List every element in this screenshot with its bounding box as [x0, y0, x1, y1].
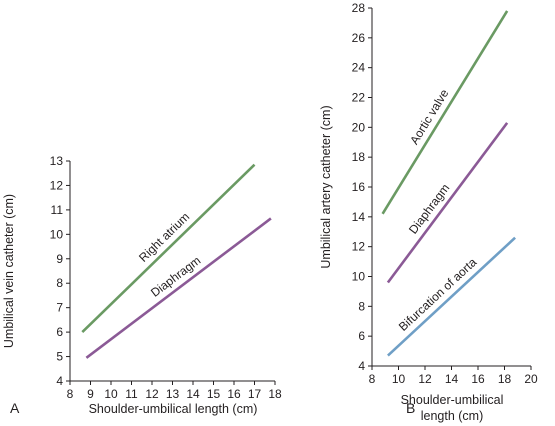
x-tick-label: 10 [392, 372, 406, 386]
series-annotation: Right atrium [136, 210, 192, 265]
y-tick-label: 5 [56, 350, 63, 364]
x-tick-label: 10 [104, 387, 118, 401]
chart-panel-a: 8 9 10 11 12 13 14 15 16 17 1845678910111213Right … [2, 154, 282, 416]
x-tick-label: 8 [67, 387, 74, 401]
series-line-bifurcation-of-aorta [387, 236, 516, 357]
series-annotation: Bifurcation of aorta [396, 255, 480, 334]
y-tick-label: 24 [352, 61, 366, 75]
y-axis-title: Umbilical artery catheter (cm) [319, 105, 333, 268]
y-tick-label: 11 [51, 203, 64, 217]
chart-panel-b: 8 10 12 14 16 18 2046810121416182022242628Aort… [319, 1, 538, 423]
x-tick-label: 14 [186, 387, 200, 401]
x-tick-label: 15 [207, 387, 221, 401]
y-tick-label: 12 [352, 240, 366, 254]
x-tick-label: 20 [524, 372, 538, 386]
y-tick-label: 7 [56, 301, 63, 315]
x-axis-title: Shoulder-umbilical length (cm) [89, 402, 258, 416]
x-tick-label: 9 [87, 387, 94, 401]
x-tick-label: 13 [166, 387, 180, 401]
y-tick-label: 4 [56, 374, 63, 388]
y-tick-label: 6 [358, 329, 365, 343]
y-tick-label: 20 [352, 120, 366, 134]
y-axis-title: Umbilical vein catheter (cm) [2, 194, 16, 348]
y-tick-label: 14 [352, 210, 366, 224]
x-axis-title: length (cm) [421, 409, 484, 423]
panel-label: B [406, 400, 415, 416]
y-tick-label: 22 [352, 91, 366, 105]
y-tick-label: 8 [56, 276, 63, 290]
series-line-diaphragm [386, 122, 509, 284]
x-axis-title: Shoulder-umbilical [401, 393, 504, 407]
y-tick-label: 10 [50, 227, 64, 241]
x-tick-label: 18 [268, 387, 282, 401]
y-tick-label: 13 [50, 154, 64, 168]
y-tick-label: 9 [56, 252, 63, 266]
x-tick-label: 18 [498, 372, 512, 386]
panel-label: A [10, 400, 20, 416]
x-tick-label: 17 [248, 387, 262, 401]
y-tick-label: 4 [358, 359, 365, 373]
x-tick-label: 16 [227, 387, 241, 401]
x-tick-label: 11 [125, 387, 138, 401]
series-line-aortic-valve [381, 10, 509, 215]
y-tick-label: 18 [352, 150, 366, 164]
y-tick-label: 12 [50, 178, 64, 192]
x-tick-label: 16 [471, 372, 485, 386]
series-line-right-atrium [81, 163, 256, 334]
x-tick-label: 12 [145, 387, 159, 401]
y-tick-label: 28 [352, 1, 366, 15]
x-tick-label: 12 [418, 372, 432, 386]
series-line-diaphragm [85, 217, 272, 359]
y-tick-label: 8 [358, 299, 365, 313]
x-tick-label: 8 [369, 372, 376, 386]
x-tick-label: 14 [445, 372, 459, 386]
y-tick-label: 10 [352, 270, 366, 284]
y-tick-label: 16 [352, 180, 366, 194]
y-tick-label: 6 [56, 325, 63, 339]
y-tick-label: 26 [352, 31, 366, 45]
